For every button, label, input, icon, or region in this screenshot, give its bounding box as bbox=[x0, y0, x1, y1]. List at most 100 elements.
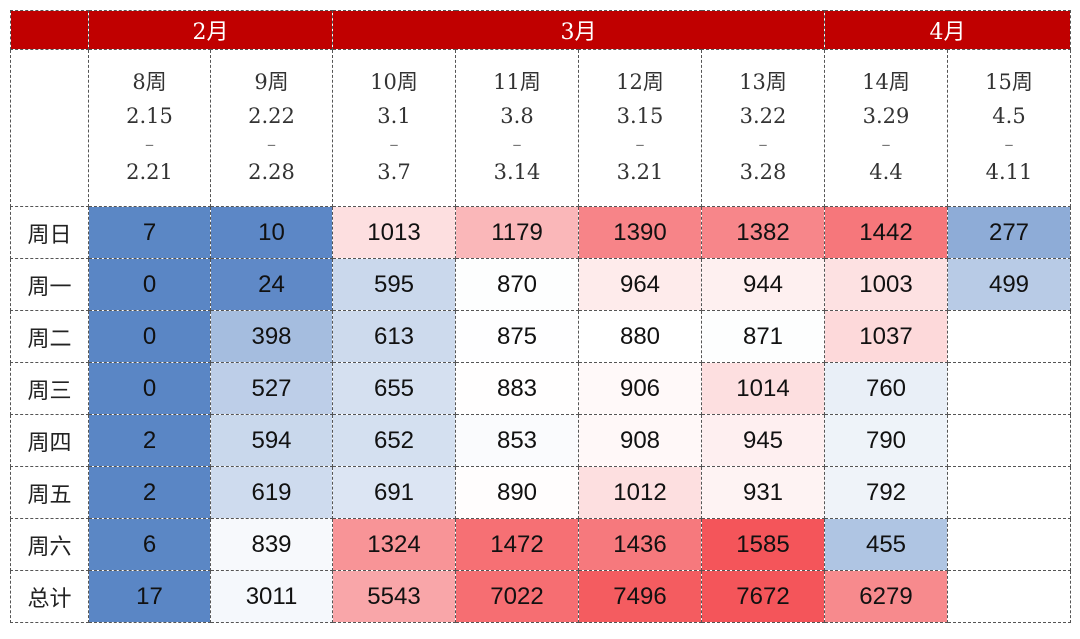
week-header-end: 3.14 bbox=[493, 160, 541, 185]
heatmap-cell: 870 bbox=[455, 258, 579, 311]
heatmap-cell: 398 bbox=[210, 310, 333, 363]
heatmap-cell: 655 bbox=[332, 362, 456, 415]
heatmap-cell: 5543 bbox=[332, 570, 456, 623]
week-header-start: 3.29 bbox=[862, 103, 910, 128]
heatmap-cell: 0 bbox=[88, 362, 211, 415]
heatmap-cell: 691 bbox=[332, 466, 456, 519]
heatmap-cell: 499 bbox=[947, 258, 1071, 311]
week-header-sep: – bbox=[635, 134, 645, 156]
heatmap-cell: 17 bbox=[88, 570, 211, 623]
heatmap-cell: 455 bbox=[824, 518, 948, 571]
heatmap-cell: 7022 bbox=[455, 570, 579, 623]
heatmap-cell: 527 bbox=[210, 362, 333, 415]
heatmap-cell: 0 bbox=[88, 310, 211, 363]
week-header-row: 8周 2.15 – 2.21 9周 2.22 – 2.28 10周 3.1 – 3.7 11周 3.8 – 3… bbox=[10, 49, 1071, 207]
week-header-sep: – bbox=[512, 134, 522, 156]
week-header-start: 3.1 bbox=[377, 103, 411, 128]
heatmap-cell: 853 bbox=[455, 414, 579, 467]
week-header: 15周 4.5 – 4.11 bbox=[947, 49, 1071, 207]
heatmap-cell: 964 bbox=[578, 258, 702, 311]
heatmap-cell: 10 bbox=[210, 206, 333, 259]
heatmap-cell: 24 bbox=[210, 258, 333, 311]
heatmap-cell: 7496 bbox=[578, 570, 702, 623]
heatmap-cell bbox=[947, 570, 1071, 623]
heatmap-cell: 619 bbox=[210, 466, 333, 519]
heatmap-cell: 1390 bbox=[578, 206, 702, 259]
row-label: 周四 bbox=[10, 414, 89, 467]
heatmap-cell: 944 bbox=[701, 258, 825, 311]
week-header-week: 8周 bbox=[132, 69, 167, 94]
heatmap-cell: 7672 bbox=[701, 570, 825, 623]
week-header: 9周 2.22 – 2.28 bbox=[210, 49, 333, 207]
week-header-sep: – bbox=[758, 134, 768, 156]
week-header-start: 3.22 bbox=[739, 103, 787, 128]
row-label: 周六 bbox=[10, 518, 89, 571]
month-header: 3月 bbox=[332, 10, 825, 50]
row-label: 周一 bbox=[10, 258, 89, 311]
heatmap-cell: 1003 bbox=[824, 258, 948, 311]
heatmap-cell: 792 bbox=[824, 466, 948, 519]
heatmap-cell: 277 bbox=[947, 206, 1071, 259]
week-header: 10周 3.1 – 3.7 bbox=[332, 49, 456, 207]
week-header-start: 3.15 bbox=[616, 103, 664, 128]
heatmap-cell: 839 bbox=[210, 518, 333, 571]
heatmap-cell bbox=[947, 518, 1071, 571]
heatmap-cell: 1037 bbox=[824, 310, 948, 363]
heatmap-cell bbox=[947, 310, 1071, 363]
heatmap-row: 周日 7 10 1013 1179 1390 1382 1442 277 bbox=[10, 206, 1071, 259]
heatmap-cell: 613 bbox=[332, 310, 456, 363]
week-header-start: 4.5 bbox=[992, 103, 1026, 128]
heatmap-row: 周二 0 398 613 875 880 871 1037 bbox=[10, 310, 1071, 363]
heatmap-cell: 875 bbox=[455, 310, 579, 363]
week-header-end: 2.28 bbox=[248, 160, 295, 185]
heatmap-cell bbox=[947, 362, 1071, 415]
heatmap-cell: 1013 bbox=[332, 206, 456, 259]
week-header: 13周 3.22 – 3.28 bbox=[701, 49, 825, 207]
week-header-sep: – bbox=[145, 134, 154, 156]
heatmap-cell: 1585 bbox=[701, 518, 825, 571]
heatmap-cell: 652 bbox=[332, 414, 456, 467]
week-header-end: 2.21 bbox=[126, 160, 173, 185]
week-header-end: 3.21 bbox=[616, 160, 664, 185]
heatmap-row: 周三 0 527 655 883 906 1014 760 bbox=[10, 362, 1071, 415]
heatmap-cell: 1382 bbox=[701, 206, 825, 259]
row-label: 周三 bbox=[10, 362, 89, 415]
week-header-sep: – bbox=[267, 134, 276, 156]
heatmap-row: 总计 17 3011 5543 7022 7496 7672 6279 bbox=[10, 570, 1071, 623]
heatmap-cell: 7 bbox=[88, 206, 211, 259]
week-header-end: 4.4 bbox=[869, 160, 903, 185]
heatmap-cell bbox=[947, 466, 1071, 519]
heatmap-cell: 906 bbox=[578, 362, 702, 415]
header-corner bbox=[10, 10, 89, 50]
row-label: 周五 bbox=[10, 466, 89, 519]
heatmap-cell: 1324 bbox=[332, 518, 456, 571]
row-label: 总计 bbox=[10, 570, 89, 623]
week-header-start: 2.22 bbox=[248, 103, 295, 128]
week-header-end: 4.11 bbox=[985, 160, 1033, 185]
heatmap-cell: 880 bbox=[578, 310, 702, 363]
week-header-end: 3.7 bbox=[377, 160, 411, 185]
month-header: 4月 bbox=[824, 10, 1071, 50]
heatmap-cell: 3011 bbox=[210, 570, 333, 623]
heatmap-cell: 945 bbox=[701, 414, 825, 467]
heatmap-body: 周日 7 10 1013 1179 1390 1382 1442 277 周一 0 24 595 870 9… bbox=[10, 206, 1071, 623]
week-header-week: 11周 bbox=[493, 69, 541, 94]
heatmap-cell: 594 bbox=[210, 414, 333, 467]
heatmap-cell: 790 bbox=[824, 414, 948, 467]
week-header-week: 9周 bbox=[254, 69, 289, 94]
heatmap-cell: 6279 bbox=[824, 570, 948, 623]
heatmap-cell bbox=[947, 414, 1071, 467]
heatmap-cell: 931 bbox=[701, 466, 825, 519]
week-header: 14周 3.29 – 4.4 bbox=[824, 49, 948, 207]
week-header-end: 3.28 bbox=[739, 160, 787, 185]
heatmap-row: 周五 2 619 691 890 1012 931 792 bbox=[10, 466, 1071, 519]
week-header-sep: – bbox=[1004, 134, 1014, 156]
heatmap-cell: 760 bbox=[824, 362, 948, 415]
weekly-heatmap-table: 2月 3月 4月 8周 2.15–2.21 9周 2.22–2.28 10周 3.1–3.7 1… bbox=[10, 10, 1071, 623]
heatmap-cell: 890 bbox=[455, 466, 579, 519]
heatmap-cell: 1436 bbox=[578, 518, 702, 571]
week-header-week: 14周 bbox=[862, 69, 910, 94]
row-label: 周日 bbox=[10, 206, 89, 259]
heatmap-cell: 908 bbox=[578, 414, 702, 467]
week-header-week: 10周 bbox=[370, 69, 418, 94]
